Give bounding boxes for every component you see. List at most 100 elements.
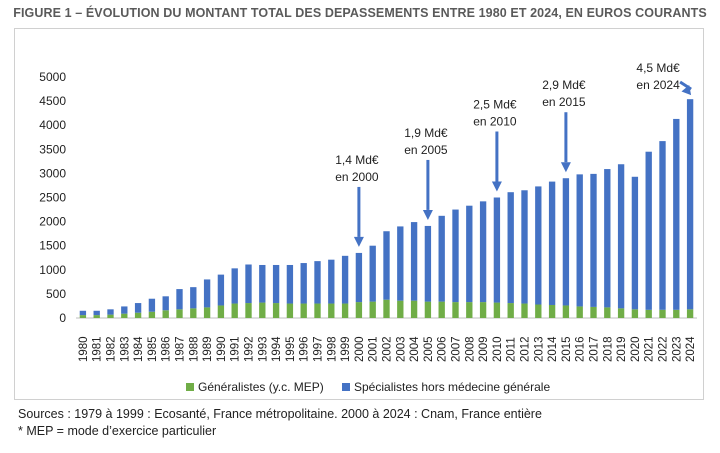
- annotation-label: en 2000: [335, 170, 379, 184]
- bar-generalistes: [686, 309, 694, 318]
- bar-generalistes: [79, 315, 87, 318]
- legend-swatch: [186, 383, 194, 391]
- x-tick-label: 2013: [533, 336, 545, 362]
- bar-generalistes: [535, 304, 542, 318]
- bar-specialistes: [548, 181, 556, 305]
- legend-label: Généralistes (y.c. MEP): [198, 380, 324, 394]
- bar-generalistes: [383, 299, 390, 318]
- annotation-arrow-head: [681, 85, 692, 96]
- annotation-label: 2,9 Md€: [542, 78, 586, 92]
- bar-specialistes: [121, 306, 128, 314]
- x-tick-label: 1985: [147, 336, 159, 362]
- bar-generalistes: [272, 303, 280, 318]
- bar-generalistes: [631, 309, 639, 318]
- bar-generalistes: [355, 302, 363, 318]
- annotation-label: 4,5 Md€: [636, 61, 680, 75]
- bar-specialistes: [686, 99, 694, 310]
- bar-generalistes: [190, 308, 197, 318]
- x-tick-label: 2022: [658, 336, 670, 362]
- y-tick-label: 3500: [39, 142, 66, 156]
- bar-generalistes: [410, 300, 418, 318]
- bar-specialistes: [79, 310, 87, 316]
- bar-specialistes: [162, 296, 169, 311]
- x-tick-label: 2008: [464, 336, 476, 362]
- bar-specialistes: [383, 231, 390, 300]
- bar-generalistes: [659, 309, 666, 318]
- x-tick-label: 2023: [671, 336, 683, 362]
- bar-generalistes: [245, 303, 252, 318]
- bar-generalistes: [121, 313, 128, 318]
- bar-specialistes: [590, 173, 597, 307]
- y-tick-label: 2500: [39, 191, 66, 205]
- y-tick-label: 3000: [39, 166, 66, 180]
- bar-specialistes: [521, 190, 528, 304]
- bar-specialistes: [190, 287, 197, 309]
- annotation-label: en 2024: [636, 78, 680, 92]
- bar-generalistes: [521, 303, 528, 318]
- bar-generalistes: [231, 303, 238, 318]
- bar-generalistes: [203, 307, 211, 318]
- x-tick-label: 2007: [451, 336, 463, 362]
- sources-line: Sources : 1979 à 1999 : Ecosanté, France…: [18, 407, 542, 421]
- x-tick-label: 2014: [547, 336, 559, 362]
- x-tick-label: 1992: [244, 336, 256, 362]
- bar-generalistes: [562, 305, 570, 318]
- bar-generalistes: [369, 301, 376, 318]
- bar-specialistes: [397, 226, 404, 301]
- x-tick-label: 2016: [575, 336, 587, 362]
- bar-specialistes: [424, 225, 432, 302]
- x-tick-label: 1980: [78, 336, 90, 362]
- bar-specialistes: [659, 141, 666, 310]
- bar-specialistes: [217, 274, 225, 306]
- bar-specialistes: [369, 245, 376, 302]
- bar-generalistes: [217, 305, 225, 318]
- bar-specialistes: [604, 169, 611, 308]
- annotation-label: 1,4 Md€: [335, 153, 379, 167]
- bar-generalistes: [507, 303, 514, 318]
- bar-specialistes: [314, 261, 321, 304]
- x-tick-label: 2000: [354, 336, 366, 362]
- bar-specialistes: [107, 309, 114, 315]
- x-tick-label: 2015: [561, 336, 573, 362]
- x-tick-label: 1994: [271, 336, 283, 362]
- legend-label: Spécialistes hors médecine générale: [354, 380, 550, 394]
- bar-generalistes: [300, 303, 307, 318]
- x-tick-label: 1984: [133, 336, 145, 362]
- mep-footnote: * MEP = mode d’exercice particulier: [18, 424, 217, 438]
- x-tick-label: 2021: [644, 336, 656, 362]
- annotation-arrow-head: [491, 181, 502, 192]
- x-tick-label: 1997: [313, 336, 325, 362]
- x-tick-label: 1998: [326, 336, 338, 362]
- annotation-arrow-head: [422, 209, 433, 220]
- bar-specialistes: [231, 268, 238, 304]
- bar-specialistes: [176, 289, 183, 310]
- bar-specialistes: [493, 197, 501, 303]
- annotation-label: 1,9 Md€: [404, 126, 448, 140]
- bar-specialistes: [535, 186, 542, 305]
- x-tick-label: 1989: [202, 336, 214, 362]
- annotation-label: en 2010: [473, 115, 517, 129]
- bar-generalistes: [452, 302, 459, 318]
- bar-specialistes: [328, 259, 335, 304]
- bar-generalistes: [286, 303, 294, 318]
- x-tick-label: 1988: [188, 336, 200, 362]
- bar-generalistes: [314, 303, 321, 318]
- bar-specialistes: [617, 164, 625, 309]
- bar-specialistes: [93, 310, 100, 316]
- x-tick-label: 2012: [520, 336, 532, 362]
- legend-swatch: [342, 383, 350, 391]
- x-tick-label: 1987: [175, 336, 187, 362]
- bar-generalistes: [617, 308, 625, 318]
- bar-specialistes: [286, 264, 294, 304]
- x-tick-label: 2002: [382, 336, 394, 362]
- bar-generalistes: [590, 306, 597, 318]
- bar-generalistes: [424, 301, 432, 318]
- x-tick-label: 1995: [285, 336, 297, 362]
- x-tick-label: 1986: [161, 336, 173, 362]
- bar-generalistes: [466, 302, 473, 318]
- bar-generalistes: [576, 306, 583, 318]
- sources-note: Sources : 1979 à 1999 : Ecosanté, France…: [18, 406, 542, 440]
- bar-specialistes: [148, 298, 156, 312]
- bar-specialistes: [341, 255, 349, 304]
